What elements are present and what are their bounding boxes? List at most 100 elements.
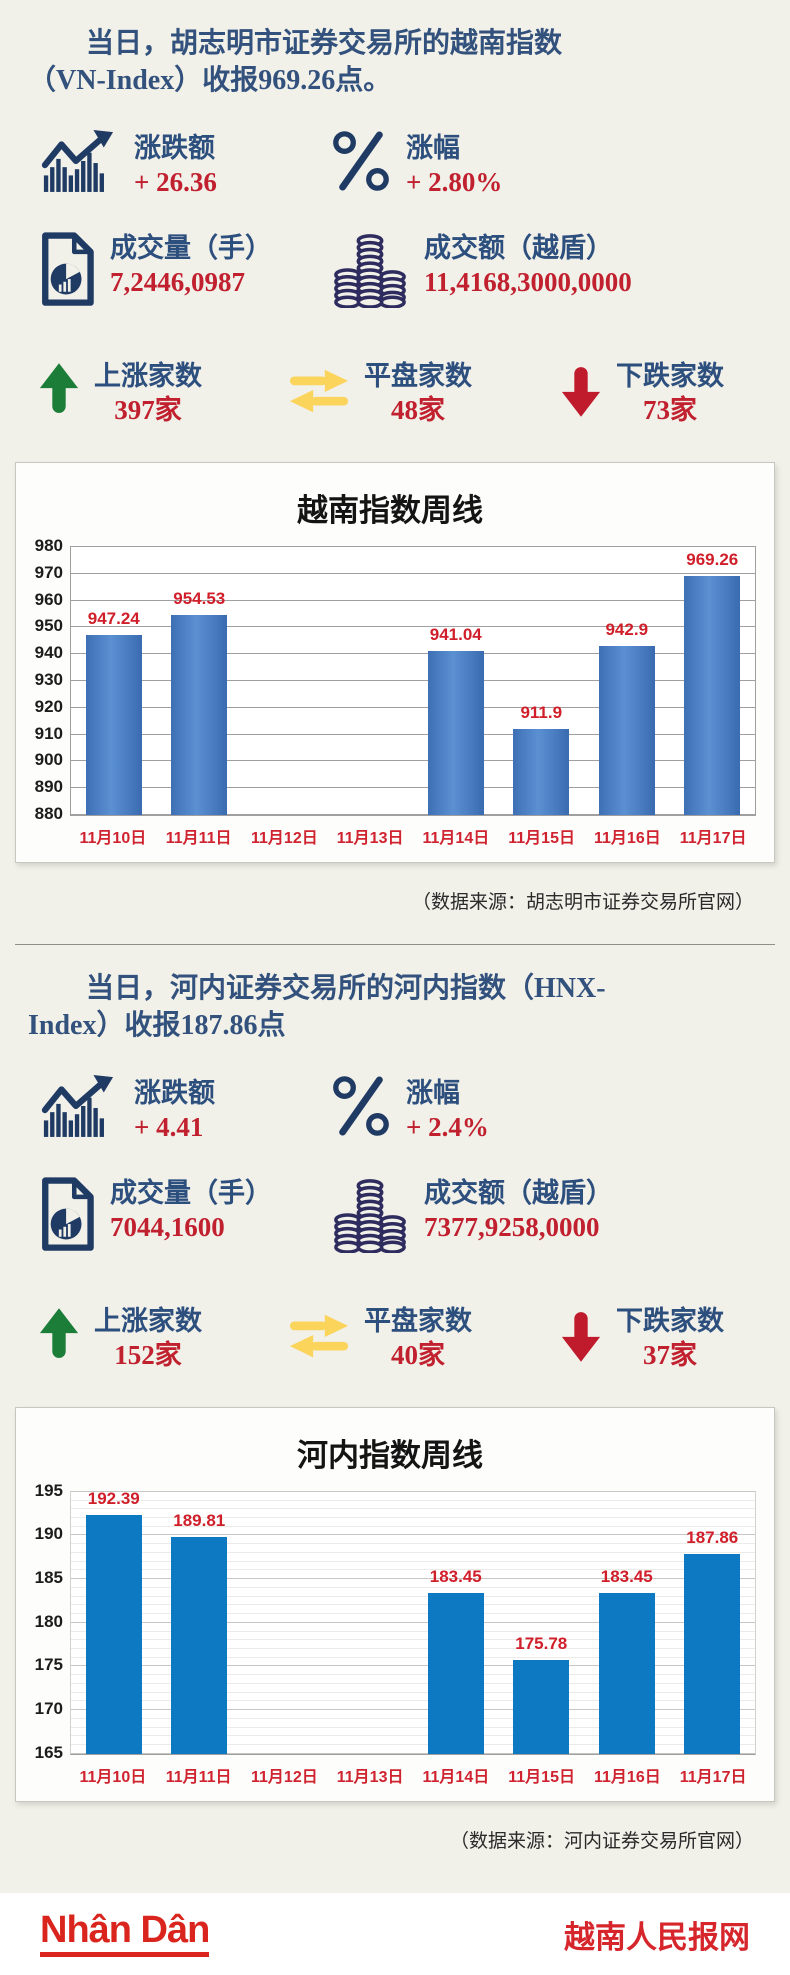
hnx-index-weekly-chart: 河内指数周线 165 170 175 180 185 190 195 192.39 189.8… xyxy=(15,1406,775,1802)
stat-turnover: 成交额（越盾） 11,4168,3000,0000 xyxy=(330,230,764,310)
stat-change-percent: 涨幅 + 2.80% xyxy=(330,130,764,200)
bar xyxy=(513,729,570,815)
x-tick-label: 11月13日 xyxy=(336,1768,404,1786)
y-tick-label: 930 xyxy=(34,669,63,689)
stat-value: + 26.36 xyxy=(134,166,217,197)
bar-value-label: 954.53 xyxy=(173,589,226,609)
document-pie-icon xyxy=(38,230,96,310)
spacer xyxy=(0,1853,790,1865)
major-gridline xyxy=(71,1709,755,1711)
trend-chart-icon xyxy=(38,1075,120,1139)
minor-gridline xyxy=(71,1735,755,1737)
stat-volume: 成交量（手） 7044,1600 xyxy=(38,1175,330,1255)
y-tick-label: 920 xyxy=(34,696,63,716)
major-gridline xyxy=(71,1578,755,1580)
major-gridline xyxy=(71,679,755,681)
stat-label: 涨幅 xyxy=(406,1077,460,1108)
stat-advancers: 上涨家数 152家 xyxy=(38,1303,288,1373)
stat-value: 7377,9258,0000 xyxy=(424,1211,600,1242)
bar-value-label: 189.81 xyxy=(173,1511,226,1531)
stat-value: + 2.4% xyxy=(406,1111,489,1142)
minor-gridline xyxy=(71,1517,755,1519)
hnx-data-source: （数据来源：河内证券交易所官网） xyxy=(449,1830,754,1852)
y-tick-label: 880 xyxy=(34,803,63,823)
minor-gridline xyxy=(71,1700,755,1702)
x-tick-label: 11月15日 xyxy=(508,1768,575,1786)
hnx-section-title: 当日，河内证券交易所的河内指数（HNX- Index）收报187.86点 xyxy=(0,945,790,1045)
plot-area: 192.39 189.81 183.45 175.78 183.45 187.86 xyxy=(70,1488,756,1755)
stat-volume: 成交量（手） 7,2446,0987 xyxy=(38,230,330,310)
bar-value-label: 192.39 xyxy=(87,1488,140,1508)
y-tick-label: 170 xyxy=(34,1699,63,1719)
stat-label: 成交量（手） xyxy=(110,1177,272,1208)
stat-value: 11,4168,3000,0000 xyxy=(424,266,632,297)
bar xyxy=(85,634,142,815)
minor-gridline xyxy=(71,1551,755,1553)
up-arrow-icon xyxy=(38,1303,80,1363)
stat-label: 上涨家数 xyxy=(94,1305,202,1336)
percent-icon xyxy=(330,130,392,192)
major-gridline xyxy=(71,572,755,574)
major-gridline xyxy=(71,813,755,815)
stat-value: 73家 xyxy=(643,394,697,425)
bar xyxy=(171,615,228,815)
minor-gridline xyxy=(71,1508,755,1510)
down-arrow-icon xyxy=(560,358,602,418)
y-tick-label: 900 xyxy=(34,750,63,770)
minor-gridline xyxy=(71,1569,755,1571)
bar-value-label: 941.04 xyxy=(429,625,482,645)
stat-label: 平盘家数 xyxy=(364,1305,472,1336)
bar xyxy=(513,1659,570,1754)
y-tick-label: 890 xyxy=(34,777,63,797)
y-tick-label: 940 xyxy=(34,643,63,663)
bar xyxy=(85,1514,142,1754)
x-tick-label: 11月11日 xyxy=(165,829,232,847)
stat-label: 成交量（手） xyxy=(110,232,272,263)
major-gridline xyxy=(71,1534,755,1536)
footer-bar: Nhân Dân 越南人民报网 xyxy=(0,1893,790,1975)
bar-value-label: 183.45 xyxy=(600,1566,653,1586)
trend-chart-icon xyxy=(38,130,120,194)
minor-gridline xyxy=(71,1691,755,1693)
minor-gridline xyxy=(71,1595,755,1597)
major-gridline xyxy=(71,706,755,708)
y-tick-label: 175 xyxy=(34,1655,63,1675)
bar xyxy=(598,1592,655,1754)
minor-gridline xyxy=(71,1630,755,1632)
bar-value-label: 942.9 xyxy=(605,620,649,640)
hnx-stats-row-2: 成交量（手） 7044,1600 成交额（越盾） 7377,9258,0000 xyxy=(0,1175,790,1255)
chart-title: 越南指数周线 xyxy=(297,492,483,528)
document-pie-icon xyxy=(38,1175,96,1255)
x-tick-label: 11月16日 xyxy=(594,1768,661,1786)
y-tick-label: 185 xyxy=(34,1568,63,1588)
minor-gridline xyxy=(71,1560,755,1562)
minor-gridline xyxy=(71,1613,755,1615)
stat-decliners: 下跌家数 37家 xyxy=(560,1303,764,1373)
major-gridline xyxy=(71,787,755,789)
minor-gridline xyxy=(71,1682,755,1684)
hnx-title-line2: Index）收报187.86点 xyxy=(28,1009,286,1041)
major-gridline xyxy=(71,733,755,735)
minor-gridline xyxy=(71,1744,755,1746)
x-tick-label: 11月17日 xyxy=(679,829,747,847)
stat-label: 涨幅 xyxy=(406,132,460,163)
y-tick-label: 950 xyxy=(34,616,63,636)
y-tick-label: 960 xyxy=(34,589,63,609)
hnx-stats-row-1: 涨跌额 + 4.41 涨幅 + 2.4% xyxy=(0,1075,790,1145)
minor-gridline xyxy=(71,1648,755,1650)
major-gridline xyxy=(71,1752,755,1754)
major-gridline xyxy=(71,1621,755,1623)
x-tick-label: 11月10日 xyxy=(79,829,147,847)
stat-label: 成交额（越盾） xyxy=(424,1177,613,1208)
bar-value-label: 947.24 xyxy=(87,608,140,628)
y-tick-label: 180 xyxy=(34,1611,63,1631)
hose-data-source: （数据来源：胡志明市证券交易所官网） xyxy=(411,891,754,913)
major-gridline xyxy=(71,653,755,655)
stat-label: 涨跌额 xyxy=(134,1077,215,1108)
bar-value-label: 183.45 xyxy=(429,1566,482,1586)
y-axis: 165 170 175 180 185 190 195 xyxy=(24,1481,70,1761)
x-tick-label: 11月10日 xyxy=(79,1768,147,1786)
stat-decliners: 下跌家数 73家 xyxy=(560,358,764,428)
chart-plot-row: 165 170 175 180 185 190 195 192.39 189.81 183.45… xyxy=(24,1481,756,1761)
stat-value: 7044,1600 xyxy=(110,1211,225,1242)
